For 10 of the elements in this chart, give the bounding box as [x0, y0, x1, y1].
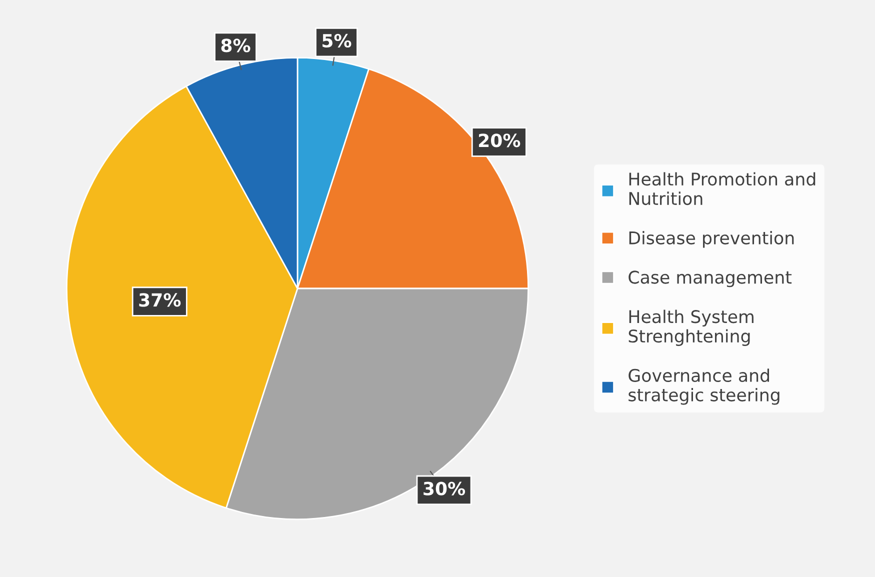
data-label: 30%: [424, 482, 466, 496]
data-label: 8%: [221, 38, 250, 52]
legend-label: Health Promotion and Nutrition: [629, 172, 816, 206]
legend-label: Governance and strategic steering: [628, 368, 780, 405]
data-label: 5%: [322, 34, 352, 48]
legend-label: Disease prevention: [629, 231, 794, 248]
legend-label: Health System Strenghtening: [628, 310, 754, 346]
data-label: 20%: [478, 134, 520, 148]
data-label: 37%: [139, 293, 181, 307]
legend-label: Case management: [628, 270, 792, 288]
